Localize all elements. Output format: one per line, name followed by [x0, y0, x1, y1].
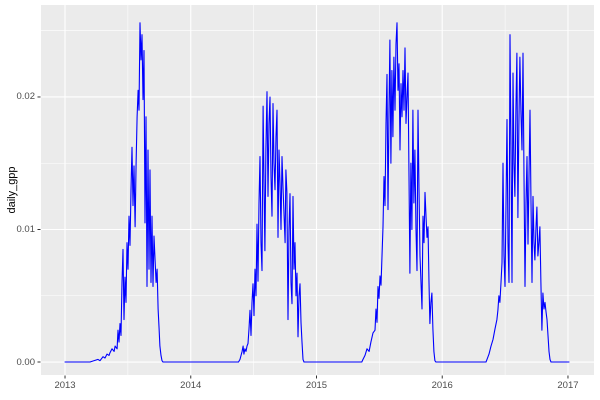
axis-tick-marks [37, 96, 569, 379]
x-axis-tick-label: 2013 [54, 380, 76, 391]
daily-gpp-line [64, 22, 570, 363]
x-axis-tick-label: 2017 [557, 380, 579, 391]
y-axis-tick-label: 0.02 [16, 91, 36, 103]
y-axis-tick-label: 0.01 [16, 223, 36, 235]
x-axis-tick-label: 2015 [305, 380, 328, 391]
grid-minor [41, 5, 594, 375]
y-axis-tick-label: 0.00 [16, 356, 36, 368]
x-axis-tick-label: 2016 [431, 380, 453, 391]
x-axis-tick-label: 2014 [180, 380, 202, 391]
y-axis-title: daily_gpp [6, 166, 18, 214]
grid-major [41, 5, 594, 375]
